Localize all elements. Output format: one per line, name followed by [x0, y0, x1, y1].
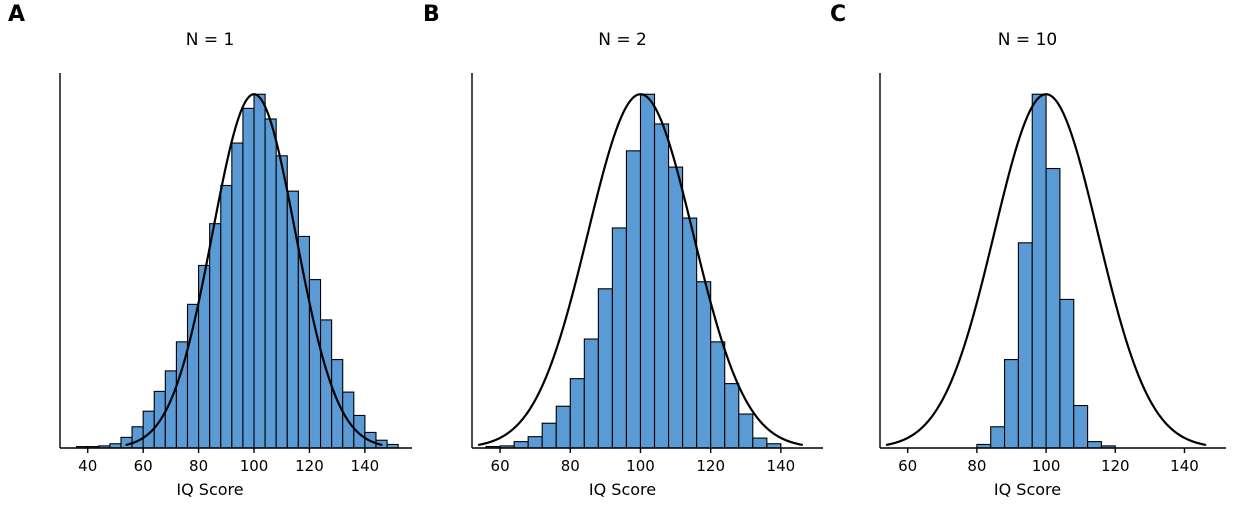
- histogram-bar: [353, 414, 366, 449]
- histogram-bar: [1087, 441, 1102, 449]
- histogram-bar: [583, 338, 599, 449]
- histogram-bar: [1059, 298, 1075, 449]
- histogram-bar: [625, 150, 642, 449]
- x-axis-tick-label: 120: [295, 457, 324, 475]
- x-axis-ticks: 60 80 100 120 140: [898, 448, 1199, 475]
- histogram-bar: [527, 436, 543, 449]
- histogram-bar: [220, 184, 233, 449]
- normal-curve: [885, 93, 1207, 446]
- x-axis-tick-label: 140: [1170, 457, 1199, 475]
- x-axis-tick-label: 60: [491, 457, 510, 475]
- x-axis-tick-label: 120: [696, 457, 725, 475]
- histogram-bar: [1031, 93, 1047, 449]
- x-axis-tick-label: 120: [1101, 457, 1130, 475]
- x-axis-ticks: 40 60 80 100 120 140: [78, 448, 379, 475]
- x-axis-tick-label: 80: [561, 457, 580, 475]
- histogram-bar: [611, 227, 627, 449]
- x-axis-label-c: IQ Score: [993, 480, 1062, 499]
- plot-area-b: 60 80 100 120 140: [471, 73, 823, 475]
- histogram-bars: [485, 93, 782, 449]
- histogram-bar: [738, 413, 754, 449]
- histogram-bar: [990, 426, 1006, 449]
- histogram-bar: [297, 235, 310, 449]
- panel-a: A N = 1 40 60 80 100 120 140 IQ Score: [0, 0, 420, 506]
- x-axis-tick-label: 100: [1032, 457, 1061, 475]
- histogram-bar: [724, 383, 740, 449]
- histogram-bar: [209, 223, 222, 449]
- x-axis-tick-label: 80: [967, 457, 986, 475]
- histogram-bar: [668, 166, 684, 449]
- histogram-bar: [308, 279, 322, 449]
- histogram-bar: [653, 123, 670, 449]
- panel-label-b: B: [423, 2, 440, 27]
- plot-area-a: 40 60 80 100 120 140: [59, 73, 412, 475]
- x-axis-tick-label: 100: [626, 457, 655, 475]
- x-axis-label-b: IQ Score: [588, 480, 657, 499]
- histogram-bar: [710, 341, 726, 449]
- histogram-bar: [639, 93, 656, 449]
- histogram-bar: [597, 288, 613, 449]
- histogram-bar: [131, 426, 144, 449]
- x-axis-tick-label: 40: [78, 457, 97, 475]
- histogram-bar: [231, 142, 244, 449]
- histogram-bar: [286, 190, 299, 449]
- normal-curve: [477, 93, 804, 446]
- histogram-bar: [1073, 404, 1089, 449]
- histogram-bar: [696, 281, 712, 449]
- histogram-bar: [555, 405, 571, 449]
- panel-title-a: N = 1: [185, 30, 235, 50]
- histogram-bar: [275, 155, 288, 449]
- x-axis-tick-label: 60: [898, 457, 917, 475]
- x-axis-tick-label: 140: [767, 457, 796, 475]
- panel-b: B N = 2 60 80 100 120 140 IQ Score: [415, 0, 830, 506]
- histogram-bar: [1004, 359, 1019, 449]
- histogram-bar: [752, 437, 768, 449]
- x-axis-tick-label: 80: [189, 457, 208, 475]
- panel-title-c: N = 10: [997, 30, 1058, 50]
- panel-title-b: N = 2: [598, 30, 647, 50]
- histogram-bar: [541, 422, 557, 449]
- normal-curve: [125, 93, 383, 446]
- plot-area-c: 60 80 100 120 140: [879, 73, 1226, 475]
- x-axis-label-a: IQ Score: [176, 480, 244, 499]
- histogram-bar: [682, 217, 698, 449]
- x-axis-tick-label: 100: [240, 457, 269, 475]
- x-axis-tick-label: 140: [351, 457, 380, 475]
- histogram-bar: [569, 378, 585, 449]
- histogram-bar: [1045, 167, 1061, 449]
- panel-label-a: A: [8, 2, 26, 27]
- panel-label-c: C: [830, 2, 847, 27]
- histogram-bar: [331, 359, 344, 449]
- histogram-bars: [976, 93, 1116, 449]
- histogram-bar: [264, 118, 277, 449]
- x-axis-ticks: 60 80 100 120 140: [491, 448, 796, 475]
- histogram-bar: [513, 441, 529, 449]
- x-axis-tick-label: 60: [134, 457, 153, 475]
- histogram-bars: [76, 93, 399, 449]
- histogram-bar: [1017, 242, 1033, 449]
- histogram-bar: [253, 93, 266, 449]
- panel-c: C N = 10 60 80 100 120 140 IQ Score: [822, 0, 1233, 506]
- histogram-bar: [242, 107, 255, 449]
